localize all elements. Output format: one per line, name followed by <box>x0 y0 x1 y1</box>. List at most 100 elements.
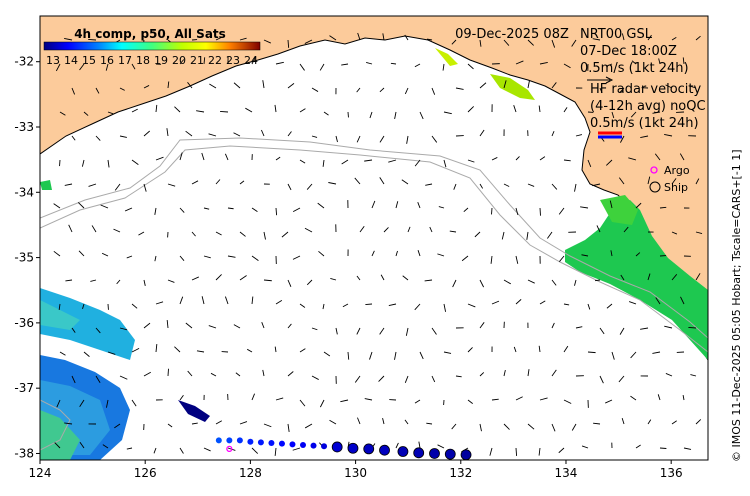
current-vector <box>304 423 313 429</box>
current-vector <box>357 417 361 425</box>
current-vector <box>155 301 164 305</box>
colorbar-tick-label: 14 <box>64 54 78 67</box>
current-vector <box>292 207 301 213</box>
current-vector <box>191 180 199 185</box>
current-vector <box>153 447 157 454</box>
current-vector <box>287 371 294 377</box>
current-vector <box>526 231 529 240</box>
current-vector <box>95 375 101 384</box>
current-vector <box>113 228 121 233</box>
current-vector <box>322 303 325 310</box>
current-vector <box>356 87 361 93</box>
current-vector <box>682 394 685 401</box>
current-vector <box>515 447 518 456</box>
current-vector <box>79 63 85 71</box>
current-vector <box>210 372 217 377</box>
current-vector <box>287 279 292 287</box>
current-vector <box>126 447 133 450</box>
current-vector <box>654 153 661 161</box>
current-vector <box>304 39 313 44</box>
current-vector <box>304 227 313 233</box>
current-vector <box>619 87 625 93</box>
current-vector <box>215 231 222 236</box>
ship-point <box>397 446 409 457</box>
current-vector <box>275 61 284 65</box>
ship-point <box>310 442 317 449</box>
current-vector <box>599 375 604 384</box>
current-vector <box>364 159 373 162</box>
current-vector <box>695 273 701 281</box>
current-vector <box>95 135 101 141</box>
current-vector <box>406 135 409 144</box>
current-vector <box>513 105 517 113</box>
current-vector <box>203 447 211 452</box>
current-vector <box>143 130 151 137</box>
current-vector <box>224 296 229 305</box>
current-vector <box>179 59 185 65</box>
current-vector <box>275 397 284 401</box>
current-vector <box>655 297 661 305</box>
current-vector <box>68 224 73 233</box>
current-vector <box>402 275 409 281</box>
ship-point <box>347 442 359 454</box>
current-vector <box>341 63 349 66</box>
current-vector <box>251 207 258 212</box>
current-vector <box>563 303 570 306</box>
current-vector <box>581 254 589 257</box>
current-vector <box>527 39 534 46</box>
colorbar-tick-label: 17 <box>118 54 132 67</box>
current-vector <box>394 111 397 120</box>
ship-point <box>299 441 306 448</box>
x-tick-label: 128 <box>239 466 262 480</box>
current-vector <box>77 202 85 209</box>
current-vector <box>479 82 487 89</box>
current-vector <box>371 200 376 209</box>
current-vector <box>575 134 583 137</box>
current-vector <box>187 370 193 377</box>
y-tick-label: -35 <box>14 251 34 265</box>
x-tick-label: 134 <box>555 466 578 480</box>
current-vector <box>124 207 133 212</box>
current-vector <box>131 108 138 113</box>
current-vector <box>431 87 436 95</box>
current-vector <box>263 423 272 428</box>
current-vector <box>558 447 565 454</box>
current-vector <box>54 442 61 449</box>
current-vector <box>154 207 157 215</box>
current-vector <box>119 327 128 331</box>
current-vector <box>658 58 661 65</box>
sst-patches <box>40 48 708 460</box>
current-vector <box>574 183 577 192</box>
current-vector <box>357 32 361 41</box>
current-vector <box>208 325 217 329</box>
current-vector <box>262 80 265 89</box>
current-vector <box>551 423 556 432</box>
current-vector <box>179 395 184 401</box>
current-vector <box>695 419 702 425</box>
current-vector <box>419 111 424 120</box>
current-vector <box>592 183 601 187</box>
current-vector <box>683 447 692 450</box>
y-tick-label: -37 <box>14 381 34 395</box>
current-vector <box>539 300 546 305</box>
current-vector <box>671 274 678 281</box>
y-tick-label: -32 <box>14 55 34 69</box>
current-vector <box>299 303 306 308</box>
current-vector <box>116 279 121 285</box>
x-tick-label: 136 <box>660 466 683 480</box>
current-vector <box>167 183 176 187</box>
ship-point <box>226 437 233 444</box>
current-vector <box>563 107 568 113</box>
current-vector <box>215 36 222 41</box>
ship-point <box>215 437 222 444</box>
current-vector <box>407 226 411 233</box>
current-vector <box>442 63 445 71</box>
colorbar-tick-label: 21 <box>190 54 204 67</box>
current-vector <box>682 57 685 65</box>
current-vector <box>233 132 241 137</box>
colorbar: 4h comp, p50, All Sats 13 14 15 16 17 18 19 20 2… <box>43 27 261 67</box>
current-vector <box>467 399 473 404</box>
current-vector <box>143 183 147 192</box>
current-vector <box>647 419 652 425</box>
current-vector <box>610 250 613 257</box>
